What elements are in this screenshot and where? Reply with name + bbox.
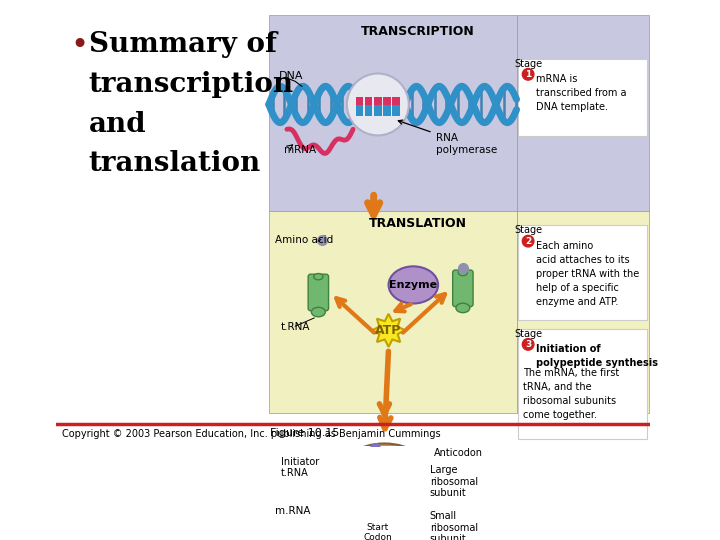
FancyBboxPatch shape: [366, 450, 383, 485]
Text: 3: 3: [525, 340, 531, 349]
Text: Stage: Stage: [514, 59, 542, 69]
FancyBboxPatch shape: [518, 226, 647, 320]
Polygon shape: [372, 314, 405, 347]
Ellipse shape: [347, 73, 409, 136]
FancyBboxPatch shape: [374, 105, 382, 116]
Ellipse shape: [458, 269, 467, 276]
Circle shape: [522, 69, 534, 80]
Text: Figure 10.15: Figure 10.15: [271, 428, 340, 438]
Ellipse shape: [456, 303, 470, 313]
FancyBboxPatch shape: [269, 211, 516, 413]
FancyBboxPatch shape: [518, 59, 647, 136]
Text: translation: translation: [89, 150, 261, 177]
Text: Copyright © 2003 Pearson Education, Inc. publishing as Benjamin Cummings: Copyright © 2003 Pearson Education, Inc.…: [63, 429, 441, 438]
FancyBboxPatch shape: [269, 15, 516, 211]
Text: mRNA: mRNA: [284, 145, 316, 155]
Ellipse shape: [389, 266, 438, 303]
Text: and: and: [89, 111, 146, 138]
FancyBboxPatch shape: [516, 211, 649, 413]
Text: Stage: Stage: [514, 225, 542, 235]
FancyBboxPatch shape: [392, 105, 400, 116]
Text: Start
Codon: Start Codon: [364, 523, 392, 540]
Text: The mRNA, the first
tRNA, and the
ribosomal subunits
come together.: The mRNA, the first tRNA, and the riboso…: [523, 368, 619, 420]
Text: Summary of: Summary of: [89, 31, 276, 58]
Text: RNA
polymerase: RNA polymerase: [398, 120, 497, 155]
Text: Anticodon: Anticodon: [434, 448, 483, 458]
Text: Enzyme: Enzyme: [390, 280, 437, 290]
FancyBboxPatch shape: [518, 329, 647, 440]
Text: 2: 2: [525, 237, 531, 246]
Text: Stage: Stage: [514, 329, 542, 339]
FancyBboxPatch shape: [308, 274, 328, 310]
Text: TRANSCRIPTION: TRANSCRIPTION: [361, 25, 474, 38]
Ellipse shape: [311, 307, 325, 317]
FancyBboxPatch shape: [392, 97, 400, 108]
Text: ATP: ATP: [375, 324, 402, 337]
Ellipse shape: [337, 443, 432, 510]
Text: m.RNA: m.RNA: [275, 506, 311, 516]
Text: Each amino
acid attaches to its
proper tRNA with the
help of a specific
enzyme a: Each amino acid attaches to its proper t…: [536, 241, 639, 307]
Text: transcription: transcription: [89, 71, 294, 98]
Circle shape: [522, 339, 534, 350]
Text: •: •: [71, 31, 89, 63]
FancyBboxPatch shape: [356, 478, 392, 491]
FancyBboxPatch shape: [383, 97, 391, 108]
FancyBboxPatch shape: [516, 15, 649, 211]
FancyBboxPatch shape: [374, 97, 382, 108]
Ellipse shape: [314, 273, 323, 280]
FancyBboxPatch shape: [356, 105, 364, 116]
FancyBboxPatch shape: [365, 97, 372, 108]
Text: TRANSLATION: TRANSLATION: [369, 217, 467, 230]
Text: t.RNA: t.RNA: [282, 322, 310, 332]
Text: Amino acid: Amino acid: [275, 235, 333, 245]
FancyBboxPatch shape: [383, 105, 391, 116]
FancyBboxPatch shape: [356, 97, 364, 108]
Text: Initiator
t.RNA: Initiator t.RNA: [282, 457, 320, 478]
Circle shape: [522, 235, 534, 247]
Ellipse shape: [364, 498, 438, 521]
FancyBboxPatch shape: [365, 105, 372, 116]
Text: DNA: DNA: [279, 71, 303, 80]
Text: Small
ribosomal
subunit: Small ribosomal subunit: [430, 511, 478, 540]
Text: Initiation of
polypeptide synthesis: Initiation of polypeptide synthesis: [536, 345, 658, 368]
Text: 1: 1: [525, 70, 531, 79]
FancyBboxPatch shape: [453, 270, 473, 307]
Text: mRNA is
transcribed from a
DNA template.: mRNA is transcribed from a DNA template.: [536, 75, 627, 112]
Text: Large
ribosomal
subunit: Large ribosomal subunit: [430, 465, 478, 498]
